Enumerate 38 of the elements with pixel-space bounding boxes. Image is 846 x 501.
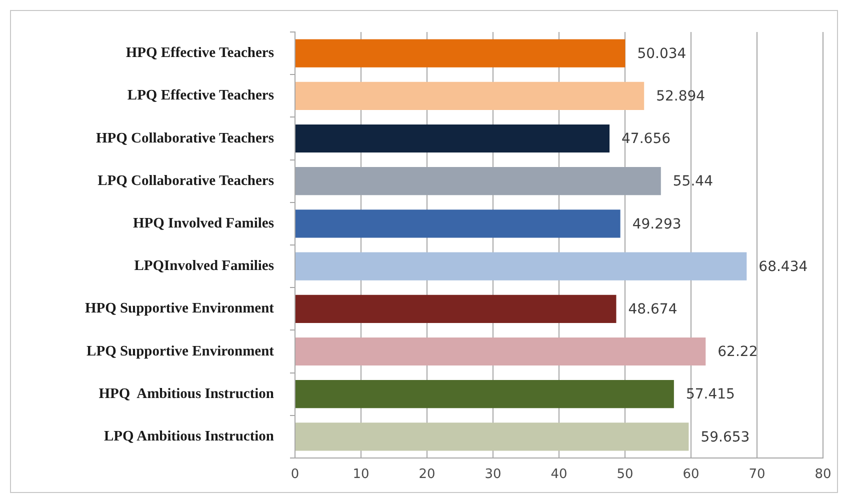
y-tick-label: HPQ Supportive Environment (84, 300, 274, 317)
data-label: 49.293 (632, 216, 682, 232)
x-tick-label: 70 (748, 467, 766, 482)
bar (296, 252, 747, 280)
y-tick-label: LPQ Supportive Environment (86, 343, 274, 360)
y-tick-label: HPQ Collaborative Teachers (96, 130, 274, 146)
bar (296, 294, 616, 323)
bar (296, 82, 644, 110)
bar (296, 39, 626, 68)
data-label: 59.653 (700, 429, 750, 446)
y-tick-label: HPQ Involved Familes (133, 215, 274, 232)
y-tick-label: LPQ Effective Teachers (127, 88, 274, 104)
x-tick-label: 20 (418, 467, 436, 482)
bar (296, 124, 610, 153)
data-label: 55.44 (672, 174, 714, 190)
y-tick-label: HPQ Ambitious Instruction (98, 386, 274, 402)
y-tick-label: LPQInvolved Families (134, 258, 274, 274)
x-tick-label: 50 (616, 467, 634, 482)
data-label: 62.22 (718, 344, 758, 360)
y-tick-label: LPQ Ambitious Instruction (104, 428, 274, 444)
data-label: 68.434 (758, 258, 808, 275)
x-tick-label: 30 (484, 467, 502, 482)
data-label: 52.894 (656, 88, 706, 105)
y-tick-label: LPQ Collaborative Teachers (98, 172, 274, 189)
x-tick-label: 40 (550, 467, 568, 482)
data-label: 50.034 (637, 46, 686, 62)
data-label: 57.415 (686, 386, 735, 403)
bar (296, 210, 620, 238)
bar (296, 380, 674, 408)
bar (296, 422, 689, 451)
data-label: 47.656 (622, 131, 671, 148)
x-tick-label: 0 (290, 467, 300, 482)
x-tick-label: 60 (682, 467, 700, 482)
x-tick-label: 10 (352, 467, 370, 482)
bar (296, 337, 706, 366)
y-tick-label: HPQ Effective Teachers (126, 45, 274, 62)
x-tick-label: 80 (814, 467, 832, 482)
data-label: 48.674 (628, 302, 678, 318)
